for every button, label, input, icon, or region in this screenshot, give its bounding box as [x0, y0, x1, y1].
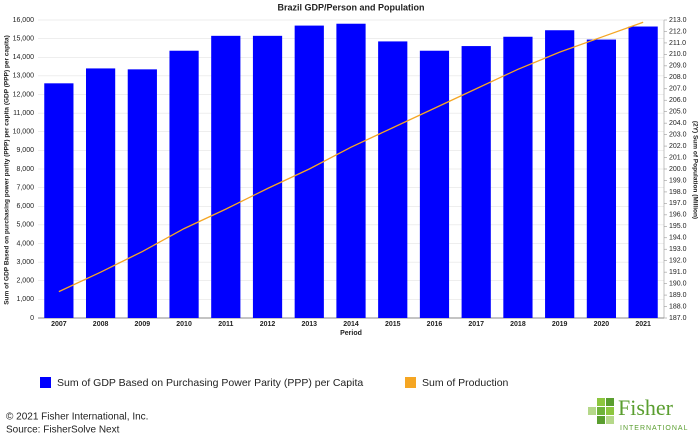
x-tick-label: 2018 — [510, 321, 526, 328]
bar — [169, 50, 199, 318]
y2-tick-label: 213.0 — [669, 17, 687, 24]
y2-tick-label: 197.0 — [669, 200, 687, 207]
bar — [628, 26, 658, 319]
y-tick-label: 11,000 — [13, 110, 34, 117]
legend-swatch — [40, 377, 51, 388]
bar — [85, 68, 116, 318]
y-tick-label: 5,000 — [16, 222, 34, 229]
y-tick-label: 14,000 — [13, 54, 35, 61]
bar — [503, 36, 533, 318]
y2-tick-label: 194.0 — [669, 235, 687, 242]
y2-tick-label: 202.0 — [669, 143, 687, 150]
y-tick-label: 3,000 — [16, 259, 34, 266]
y2-tick-label: 190.0 — [669, 280, 687, 287]
y2-tick-label: 199.0 — [669, 177, 687, 184]
legend-label: Sum of Production — [422, 377, 509, 389]
y-tick-label: 0 — [30, 315, 34, 322]
y2-tick-label: 205.0 — [669, 109, 687, 116]
y-tick-label: 1,000 — [16, 296, 34, 303]
bar — [44, 83, 74, 318]
y-tick-label: 12,000 — [13, 91, 35, 98]
x-tick-label: 2009 — [135, 321, 151, 328]
logo-icon — [588, 398, 614, 424]
y-tick-label: 6,000 — [16, 203, 34, 210]
x-tick-label: 2016 — [427, 321, 443, 328]
legend-label: Sum of GDP Based on Purchasing Power Par… — [57, 377, 363, 389]
x-tick-label: 2013 — [301, 321, 317, 328]
y2-tick-label: 195.0 — [669, 223, 687, 230]
y2-tick-label: 212.0 — [669, 28, 687, 35]
y2-tick-label: 200.0 — [669, 166, 687, 173]
footer-copyright: © 2021 Fisher International, Inc. — [6, 412, 148, 423]
y2-tick-label: 196.0 — [669, 212, 687, 219]
x-tick-label: 2019 — [552, 321, 568, 328]
y2-tick-label: 189.0 — [669, 292, 687, 299]
x-tick-label: 2021 — [635, 321, 651, 328]
y-tick-label: 10,000 — [13, 129, 35, 136]
bar — [461, 46, 491, 318]
x-tick-label: 2007 — [51, 321, 67, 328]
y-axis-title: Sum of GDP Based on purchasing power par… — [4, 35, 11, 305]
y2-tick-label: 209.0 — [669, 63, 687, 70]
footer-source: Source: FisherSolve Next — [6, 425, 120, 436]
y2-tick-label: 204.0 — [669, 120, 687, 127]
y2-tick-label: 211.0 — [669, 40, 686, 47]
chart-title: Brazil GDP/Person and Population — [277, 2, 424, 12]
x-tick-label: 2008 — [93, 321, 109, 328]
y2-axis-title: (2Y) Sum of Population (Million) — [691, 121, 698, 219]
x-tick-label: 2015 — [385, 321, 401, 328]
x-tick-label: 2012 — [260, 321, 276, 328]
y-tick-label: 13,000 — [13, 73, 35, 80]
bar — [586, 39, 617, 319]
y2-tick-label: 208.0 — [669, 74, 687, 81]
y-tick-label: 7,000 — [16, 184, 34, 191]
y-tick-label: 15,000 — [13, 35, 35, 42]
logo-sub: INTERNATIONAL — [620, 425, 689, 432]
y2-tick-label: 198.0 — [669, 189, 687, 196]
y2-tick-label: 192.0 — [669, 258, 687, 265]
y2-tick-label: 187.0 — [669, 315, 687, 322]
line — [58, 21, 644, 293]
y-tick-label: 2,000 — [16, 278, 34, 285]
bar — [545, 30, 575, 319]
legend-swatch — [405, 377, 416, 388]
bar — [127, 69, 157, 318]
y-tick-label: 4,000 — [16, 240, 34, 247]
bar — [252, 35, 283, 319]
bar — [336, 23, 366, 318]
y-tick-label: 9,000 — [16, 147, 34, 154]
y-tick-label: 16,000 — [13, 17, 35, 24]
x-tick-label: 2020 — [594, 321, 610, 328]
bar — [294, 25, 324, 319]
x-tick-label: 2014 — [343, 321, 359, 328]
y2-tick-label: 210.0 — [669, 51, 687, 58]
x-tick-label: 2011 — [218, 321, 233, 328]
bar — [419, 50, 450, 318]
x-tick-label: 2017 — [468, 321, 484, 328]
y2-tick-label: 188.0 — [669, 303, 687, 310]
y2-tick-label: 207.0 — [669, 86, 687, 93]
y2-tick-label: 201.0 — [669, 154, 687, 161]
bar — [211, 35, 241, 319]
logo-name: Fisher — [618, 395, 674, 420]
x-axis-title: Period — [340, 330, 362, 337]
y2-tick-label: 203.0 — [669, 131, 687, 138]
bar — [378, 41, 408, 318]
y2-tick-label: 193.0 — [669, 246, 687, 253]
x-tick-label: 2010 — [176, 321, 192, 328]
y2-tick-label: 206.0 — [669, 97, 687, 104]
y-tick-label: 8,000 — [16, 166, 34, 173]
y2-tick-label: 191.0 — [669, 269, 687, 276]
